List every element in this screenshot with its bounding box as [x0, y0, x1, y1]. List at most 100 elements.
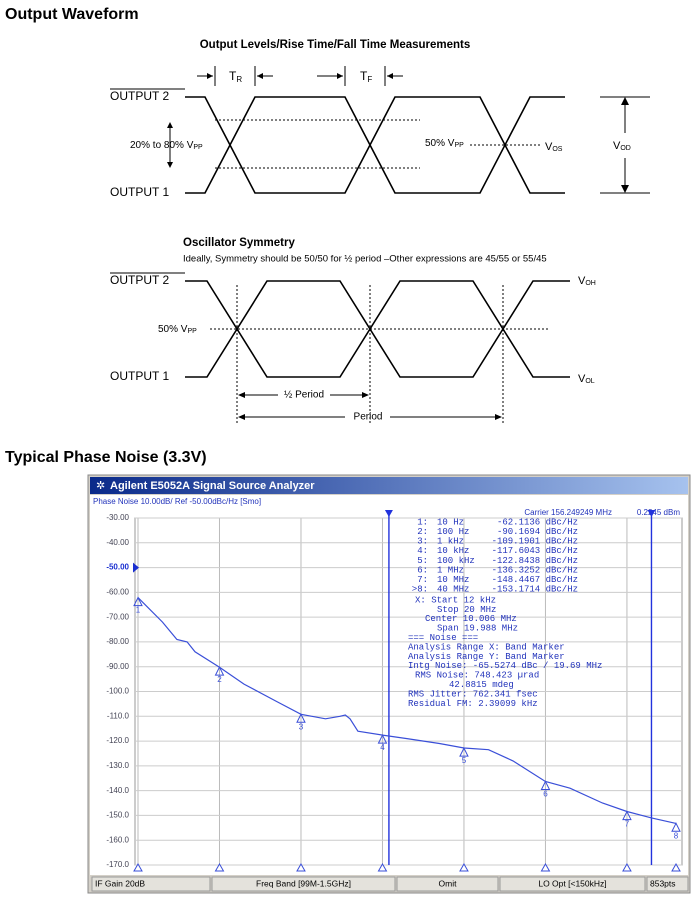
- marker: [459, 747, 469, 757]
- y-tick-label: -50.00: [106, 563, 129, 572]
- axis-marker: [133, 862, 143, 872]
- table-cell: 100 kHz: [437, 556, 475, 566]
- table-cell: -109.1901 dBc/Hz: [492, 537, 578, 547]
- axis-marker: [459, 862, 469, 872]
- carrier: Carrier 156.249249 MHz: [524, 508, 612, 517]
- heading: Typical Phase Noise (3.3V): [5, 449, 207, 466]
- marker: [377, 734, 388, 744]
- header: Phase Noise 10.00dB/ Ref -50.00dBc/Hz [S…: [93, 497, 261, 506]
- table-cell: 4:: [417, 546, 428, 556]
- table-cell: 10 kHz: [437, 546, 469, 556]
- info-line: Analysis Range Y: Band Marker: [408, 652, 565, 662]
- status-cell: [396, 876, 499, 892]
- status-cell: [211, 876, 396, 892]
- info-line: Analysis Range X: Band Marker: [408, 642, 565, 652]
- status-text: IF Gain 20dB: [95, 878, 145, 888]
- axis-marker: [540, 862, 551, 872]
- marker: [540, 780, 551, 791]
- window-title: Agilent E5052A Signal Source Analyzer: [110, 480, 315, 492]
- table-cell: 5:: [417, 556, 428, 566]
- status-cell: [499, 876, 646, 892]
- info-line: Residual FM: 2.39099 kHz: [408, 699, 538, 709]
- table-cell: 3:: [417, 537, 428, 547]
- table-cell: 1 MHz: [437, 565, 464, 575]
- label: 50% VPP: [425, 138, 464, 149]
- axis-marker: [622, 862, 632, 872]
- marker-label: 5: [462, 756, 467, 765]
- y-tick-label: -80.00: [106, 637, 129, 646]
- info-line: === Noise ===: [408, 633, 478, 643]
- label: ½ Period: [284, 390, 324, 401]
- marker: [296, 713, 306, 723]
- table-cell: 100 Hz: [437, 527, 469, 537]
- label: TR: [229, 69, 242, 84]
- info-line: X: Start 12 kHz: [415, 595, 496, 605]
- table-cell: 1:: [417, 517, 428, 527]
- table-cell: 40 MHz: [437, 585, 469, 595]
- axis-marker: [671, 862, 681, 872]
- waveform: [110, 66, 650, 194]
- table-cell: -148.4467 dBc/Hz: [492, 575, 578, 585]
- y-tick-label: -150.0: [106, 811, 129, 820]
- label: OUTPUT 1: [110, 369, 169, 383]
- table-cell: 10 Hz: [437, 517, 464, 527]
- info-line: Center 10.006 MHz: [425, 614, 517, 624]
- heading: Output Waveform: [5, 6, 139, 23]
- info-line: Intg Noise: -65.5274 dBc / 19.69 MHz: [408, 661, 602, 671]
- label: TF: [360, 69, 372, 84]
- table-cell: -136.3252 dBc/Hz: [492, 565, 578, 575]
- table-cell: -153.1714 dBc/Hz: [492, 585, 578, 595]
- table-cell: -122.8438 dBc/Hz: [492, 556, 578, 566]
- marker-label: 2: [217, 675, 222, 684]
- marker-label: 6: [543, 790, 548, 799]
- label: VOS: [545, 141, 563, 153]
- note: Ideally, Symmetry should be 50/50 for ½ …: [183, 254, 547, 265]
- label: VOH: [578, 275, 596, 287]
- diagram-title: Output Levels/Rise Time/Fall Time Measur…: [200, 39, 471, 51]
- label: 20% to 80% VPP: [130, 140, 203, 151]
- label: VOL: [578, 373, 595, 385]
- trace: [137, 597, 677, 824]
- info-line: 42.8815 mdeg: [449, 680, 514, 690]
- info-line: RMS Noise: 748.423 µrad: [415, 671, 539, 681]
- status-text: Freq Band [99M-1.5GHz]: [256, 878, 351, 888]
- y-tick-label: -110.0: [107, 711, 130, 720]
- band-marker: [384, 510, 393, 517]
- table-cell: >8:: [412, 585, 428, 595]
- info-line: Span 19.988 MHz: [437, 624, 518, 634]
- table-cell: 10 MHz: [437, 575, 469, 585]
- status-text: 853pts: [650, 878, 676, 888]
- title-bar: [90, 477, 688, 494]
- marker: [671, 822, 681, 832]
- axis-marker: [214, 862, 225, 872]
- label: OUTPUT 2: [110, 89, 169, 103]
- waveform: [110, 272, 570, 425]
- y-tick-label: -40.00: [106, 538, 129, 547]
- ref-marker: [133, 562, 139, 573]
- table-cell: 7:: [417, 575, 428, 585]
- status-cell: [646, 876, 689, 892]
- y-tick-label: -30.00: [106, 513, 129, 522]
- diagram-title: Oscillator Symmetry: [183, 237, 295, 249]
- status-text: Omit: [439, 878, 458, 888]
- table-cell: -62.1136 dBc/Hz: [497, 517, 578, 527]
- y-tick-label: -100.0: [106, 687, 129, 696]
- marker-label: 3: [299, 722, 304, 731]
- info-line: RMS Jitter: 762.341 fsec: [408, 689, 538, 699]
- label: Period: [354, 412, 383, 423]
- table-cell: 2:: [417, 527, 428, 537]
- axis-marker: [296, 862, 306, 872]
- table-cell: -117.6043 dBc/Hz: [492, 546, 578, 556]
- y-tick-label: -70.00: [106, 612, 129, 621]
- marker-label: 7: [625, 820, 630, 829]
- label: OUTPUT 1: [110, 185, 169, 199]
- status-cell: [91, 876, 211, 892]
- label: 50% VPP: [158, 324, 197, 335]
- marker: [214, 666, 225, 676]
- y-tick-label: -140.0: [106, 786, 129, 795]
- label: OUTPUT 2: [110, 273, 169, 287]
- table-cell: 6:: [417, 565, 428, 575]
- status-text: LO Opt [<150kHz]: [538, 878, 606, 888]
- marker-label: 8: [674, 831, 679, 840]
